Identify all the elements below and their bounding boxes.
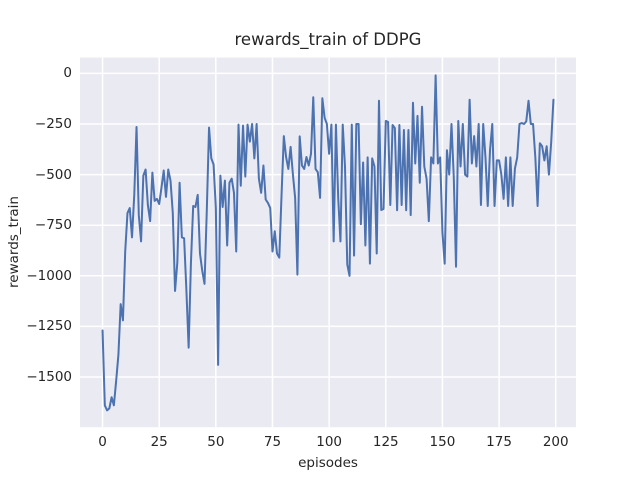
x-tick-label: 175 xyxy=(486,434,512,450)
plot-area xyxy=(80,57,576,428)
y-tick-label: −250 xyxy=(34,115,72,132)
y-tick-label: 0 xyxy=(63,65,72,82)
x-tick-label: 25 xyxy=(150,434,168,450)
x-axis-label: episodes xyxy=(298,455,358,471)
series-line-rewards_train xyxy=(101,74,555,412)
y-tick-label: −1000 xyxy=(26,267,72,284)
x-tick-label: 100 xyxy=(316,434,343,450)
y-tick-label: −1500 xyxy=(26,369,72,385)
y-tick-label: −1250 xyxy=(26,318,72,335)
x-tick-label: 50 xyxy=(207,434,225,450)
y-tick-label: −750 xyxy=(34,217,72,234)
chart-title: rewards_train of DDPG xyxy=(234,30,422,49)
y-tick-label: −500 xyxy=(34,166,72,183)
x-tick-label: 200 xyxy=(542,434,569,450)
x-tick-label: 75 xyxy=(263,434,282,450)
x-tick-label: 0 xyxy=(98,434,107,450)
x-tick-label: 125 xyxy=(372,434,399,450)
x-tick-label: 150 xyxy=(429,434,456,450)
